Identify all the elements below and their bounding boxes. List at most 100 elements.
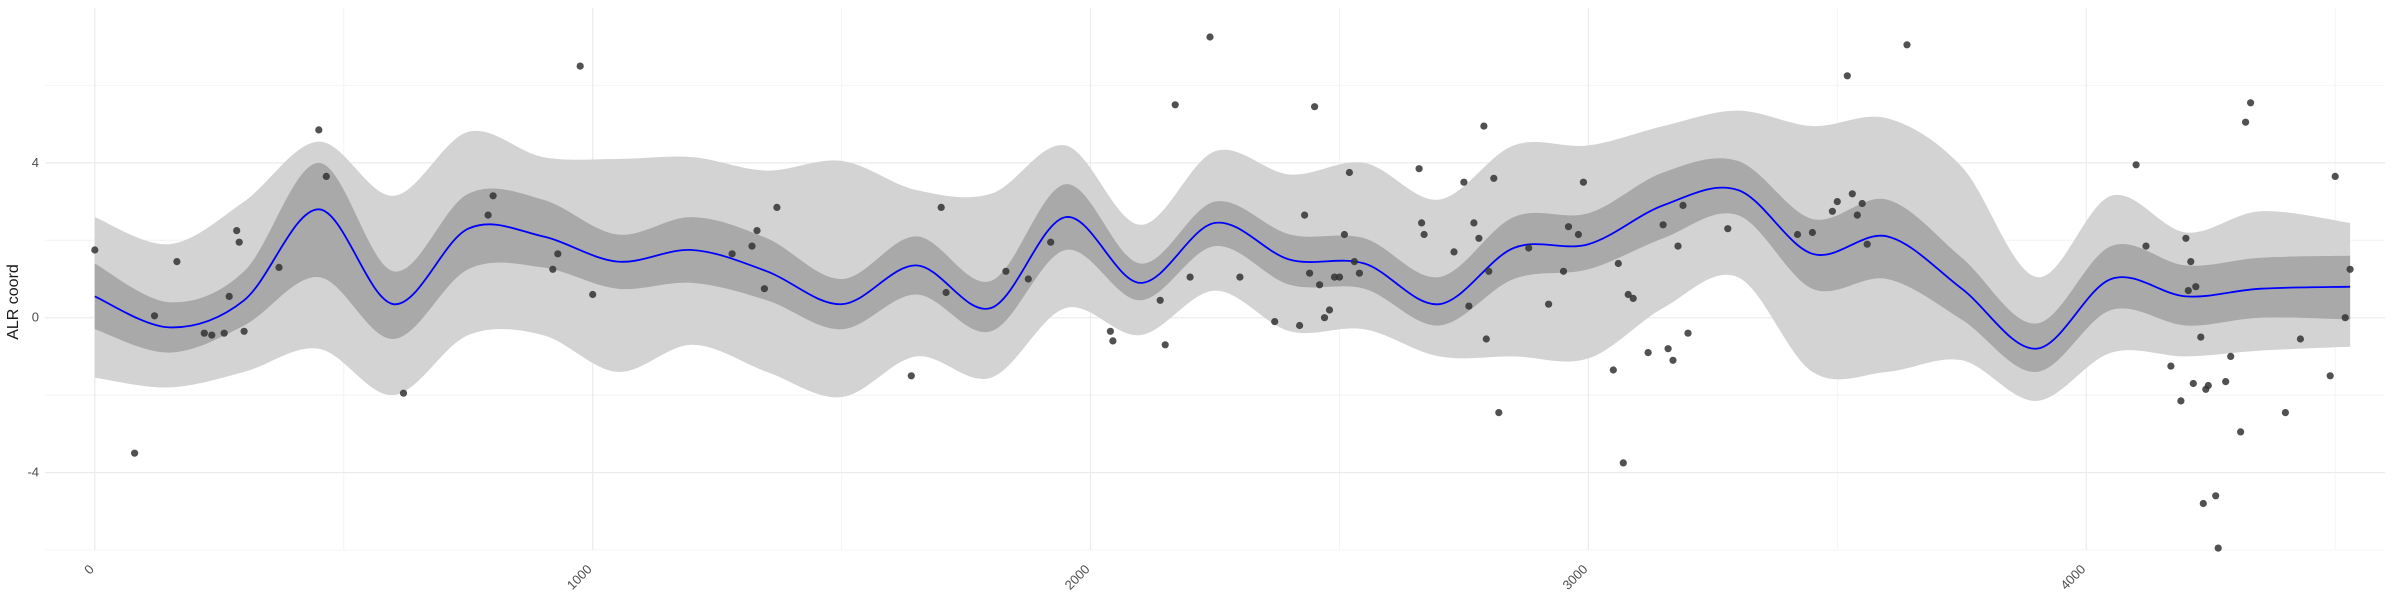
data-point	[1574, 230, 1582, 239]
data-point	[2192, 283, 2200, 291]
data-point	[2142, 242, 2150, 250]
data-point	[1609, 366, 1617, 374]
mean-line-group	[94, 186, 2351, 350]
data-point	[1470, 219, 1478, 227]
data-point	[728, 250, 736, 258]
data-point	[2132, 161, 2140, 169]
data-point	[1206, 33, 1214, 41]
data-point	[1482, 335, 1490, 343]
data-point	[173, 258, 181, 266]
y-axis-title: ALR coord	[5, 264, 22, 340]
data-point	[1002, 267, 1010, 275]
data-point	[1156, 296, 1164, 304]
inner-confidence-band	[94, 158, 2351, 372]
data-point	[576, 62, 584, 70]
data-point	[1629, 294, 1637, 302]
y-tick-labels: -4 0 4	[27, 155, 39, 480]
data-point	[1828, 207, 1836, 215]
data-point	[554, 250, 562, 258]
data-point	[1669, 356, 1677, 364]
data-point	[2281, 409, 2289, 417]
data-point	[1619, 459, 1627, 467]
data-point	[760, 285, 769, 293]
data-point	[1320, 314, 1329, 322]
data-point	[1614, 259, 1622, 268]
data-point	[1858, 199, 1866, 208]
data-point	[1559, 267, 1568, 275]
data-point	[1833, 198, 1841, 206]
data-point	[315, 126, 323, 134]
data-point	[1853, 211, 1861, 219]
data-point	[1485, 267, 1493, 275]
data-point	[1311, 103, 1319, 111]
outer-band-area	[94, 110, 2351, 401]
data-point	[2177, 397, 2185, 405]
data-point	[1624, 290, 1632, 299]
data-point	[1161, 341, 1169, 349]
data-point	[907, 372, 915, 380]
data-point	[489, 192, 497, 200]
data-point	[2326, 372, 2334, 380]
outer-confidence-band	[94, 110, 2351, 401]
data-point	[1724, 225, 1732, 233]
data-point	[1345, 168, 1353, 177]
data-point	[275, 263, 283, 271]
data-point	[1171, 101, 1179, 109]
data-point	[1418, 219, 1426, 227]
data-point	[1236, 273, 1244, 281]
data-point	[235, 238, 243, 246]
data-point	[2341, 314, 2349, 322]
data-point	[773, 203, 781, 211]
data-point	[200, 329, 208, 337]
data-point	[1024, 275, 1032, 283]
data-point	[1525, 244, 1533, 252]
data-point	[1659, 221, 1667, 229]
data-point	[2167, 362, 2175, 370]
data-point	[1490, 174, 1498, 182]
data-point	[937, 203, 945, 211]
data-point	[1564, 223, 1573, 231]
data-point	[1579, 178, 1587, 186]
data-point	[549, 265, 557, 273]
data-point	[1674, 242, 1682, 250]
data-point	[942, 288, 950, 297]
data-point	[225, 292, 233, 300]
data-point	[1903, 41, 1911, 49]
x-tick-label: 4000	[2057, 562, 2088, 593]
inner-band-area	[94, 158, 2351, 372]
data-points	[91, 33, 2354, 552]
data-point	[2222, 378, 2230, 386]
data-point	[1047, 238, 1055, 246]
data-point	[1186, 273, 1194, 281]
data-point	[220, 329, 228, 337]
data-point	[1330, 273, 1339, 281]
data-point	[1863, 240, 1871, 248]
x-tick-label: 3000	[1559, 562, 1590, 593]
data-point	[2199, 499, 2207, 508]
data-point	[1495, 409, 1503, 417]
data-point	[150, 312, 159, 320]
data-point	[322, 172, 330, 180]
data-point	[1296, 321, 1304, 330]
data-point	[2197, 333, 2205, 341]
x-tick-label: 0	[81, 562, 97, 578]
data-point	[2212, 492, 2220, 500]
data-point	[748, 242, 756, 250]
data-point	[1644, 349, 1652, 357]
data-point	[1684, 329, 1692, 337]
data-point	[1415, 165, 1423, 173]
data-point	[1301, 211, 1309, 219]
data-point	[233, 227, 241, 235]
data-point	[2247, 99, 2255, 107]
data-point	[484, 211, 492, 219]
data-point	[2296, 335, 2304, 343]
data-point	[1109, 337, 1117, 345]
data-point	[91, 246, 99, 254]
data-point	[131, 449, 139, 457]
data-point	[1465, 302, 1473, 310]
data-point	[1420, 230, 1428, 239]
data-point	[1480, 122, 1488, 130]
data-point	[1679, 201, 1687, 209]
data-point	[1340, 230, 1348, 239]
